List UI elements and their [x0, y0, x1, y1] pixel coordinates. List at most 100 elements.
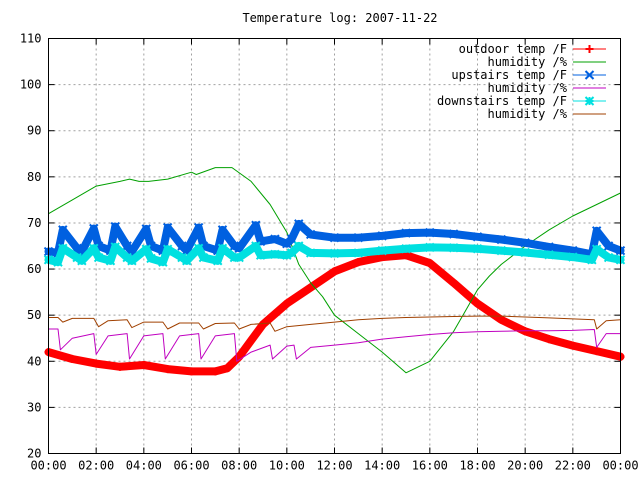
series-point-0 [116, 362, 124, 371]
y-tick-label: 30 [27, 400, 41, 414]
series-point-2 [270, 234, 280, 244]
legend-sample-marker [584, 70, 595, 80]
series-point-4 [217, 243, 228, 254]
series-point-4 [294, 241, 304, 251]
series-point-2 [193, 222, 204, 233]
chart-title: Temperature log: 2007-11-22 [242, 11, 437, 25]
series-point-2 [110, 221, 120, 232]
series-point-2 [401, 228, 411, 238]
series-point-4 [568, 252, 578, 262]
series-point-2 [58, 225, 68, 235]
series-point-4 [127, 256, 137, 266]
series-point-4 [587, 255, 597, 265]
series-point-0 [425, 259, 434, 268]
y-tick-label: 110 [20, 32, 42, 46]
series-point-2 [603, 241, 614, 251]
series-point-2 [229, 241, 240, 251]
series-point-4 [182, 256, 192, 266]
series-point-4 [448, 243, 459, 253]
series-point-2 [162, 222, 173, 233]
series-point-2 [448, 229, 459, 239]
series-point-4 [305, 248, 316, 258]
series-point-2 [286, 234, 297, 244]
x-tick-label: 02:00 [78, 459, 114, 473]
y-tick-label: 90 [27, 124, 41, 138]
x-tick-label: 18:00 [459, 459, 495, 473]
series-point-2 [72, 243, 82, 254]
series-point-0 [282, 299, 291, 308]
x-tick-label: 08:00 [221, 459, 257, 473]
x-tick-label: 12:00 [316, 459, 352, 473]
y-tick-label: 50 [27, 308, 41, 322]
series-point-4 [93, 252, 104, 263]
series-point-4 [53, 257, 63, 267]
series-point-4 [141, 244, 151, 254]
y-tick-label: 60 [27, 262, 41, 276]
series-point-4 [234, 252, 244, 263]
series-point-2 [329, 232, 340, 243]
series-point-4 [146, 253, 156, 264]
series-point-0 [247, 336, 256, 345]
grid-lines [48, 38, 621, 454]
series-point-4 [591, 244, 602, 254]
x-tick-label: 10:00 [269, 459, 305, 473]
series-point-4 [329, 248, 340, 259]
series-point-0 [139, 360, 148, 369]
x-tick-label: 00:00 [602, 459, 638, 473]
legend-label: humidity /% [488, 55, 568, 69]
series-point-2 [472, 232, 483, 242]
series-point-0 [354, 258, 363, 267]
series-point-2 [251, 220, 261, 230]
series-line-5 [48, 315, 621, 332]
series-point-4 [496, 245, 507, 256]
series-point-2 [141, 224, 151, 234]
series-point-4 [193, 243, 204, 254]
series-point-4 [77, 256, 87, 266]
series-point-2 [544, 242, 554, 252]
series-point-2 [294, 219, 304, 229]
legend-sample-marker [585, 45, 594, 53]
series-point-4 [603, 252, 614, 263]
series-point-4 [255, 250, 266, 260]
x-tick-label: 06:00 [173, 459, 209, 473]
series-point-4 [472, 244, 483, 254]
legend-label: humidity /% [488, 81, 568, 95]
series-point-4 [158, 257, 168, 267]
x-tick-label: 14:00 [364, 459, 400, 473]
series-point-2 [496, 234, 507, 245]
y-tick-label: 70 [27, 216, 41, 230]
x-tick-label: 00:00 [30, 459, 66, 473]
series-point-0 [545, 335, 553, 344]
series-point-2 [89, 223, 99, 234]
series-point-2 [217, 225, 228, 235]
series-point-0 [497, 315, 506, 324]
series-point-2 [377, 231, 387, 241]
series-point-4 [162, 244, 173, 254]
series-point-4 [401, 244, 411, 254]
series-point-0 [473, 299, 482, 308]
legend-label: outdoor temp /F [459, 42, 567, 56]
series-point-4 [544, 250, 554, 260]
series-point-4 [89, 243, 99, 254]
series-point-0 [568, 341, 577, 350]
legend-label: downstairs temp /F [437, 94, 567, 108]
series-point-0 [330, 267, 339, 276]
series-point-4 [198, 252, 209, 263]
series-point-0 [92, 359, 101, 368]
series-point-0 [259, 320, 267, 329]
y-tick-label: 20 [27, 447, 41, 461]
series-point-0 [223, 364, 232, 373]
x-axis: 00:00 02:00 04:00 06:00 08:00 10:00 12:00 14:00… [30, 38, 639, 473]
y-tick-label: 40 [27, 354, 41, 368]
series-point-4 [251, 241, 261, 251]
series-line-3 [48, 328, 621, 362]
series-point-4 [286, 248, 297, 258]
legend-label: humidity /% [488, 107, 568, 121]
series-point-0 [449, 278, 458, 287]
series-layer [43, 167, 626, 376]
plot-frame [48, 38, 621, 454]
series-point-2 [425, 227, 435, 238]
series-point-2 [305, 229, 316, 240]
series-point-4 [425, 242, 435, 253]
